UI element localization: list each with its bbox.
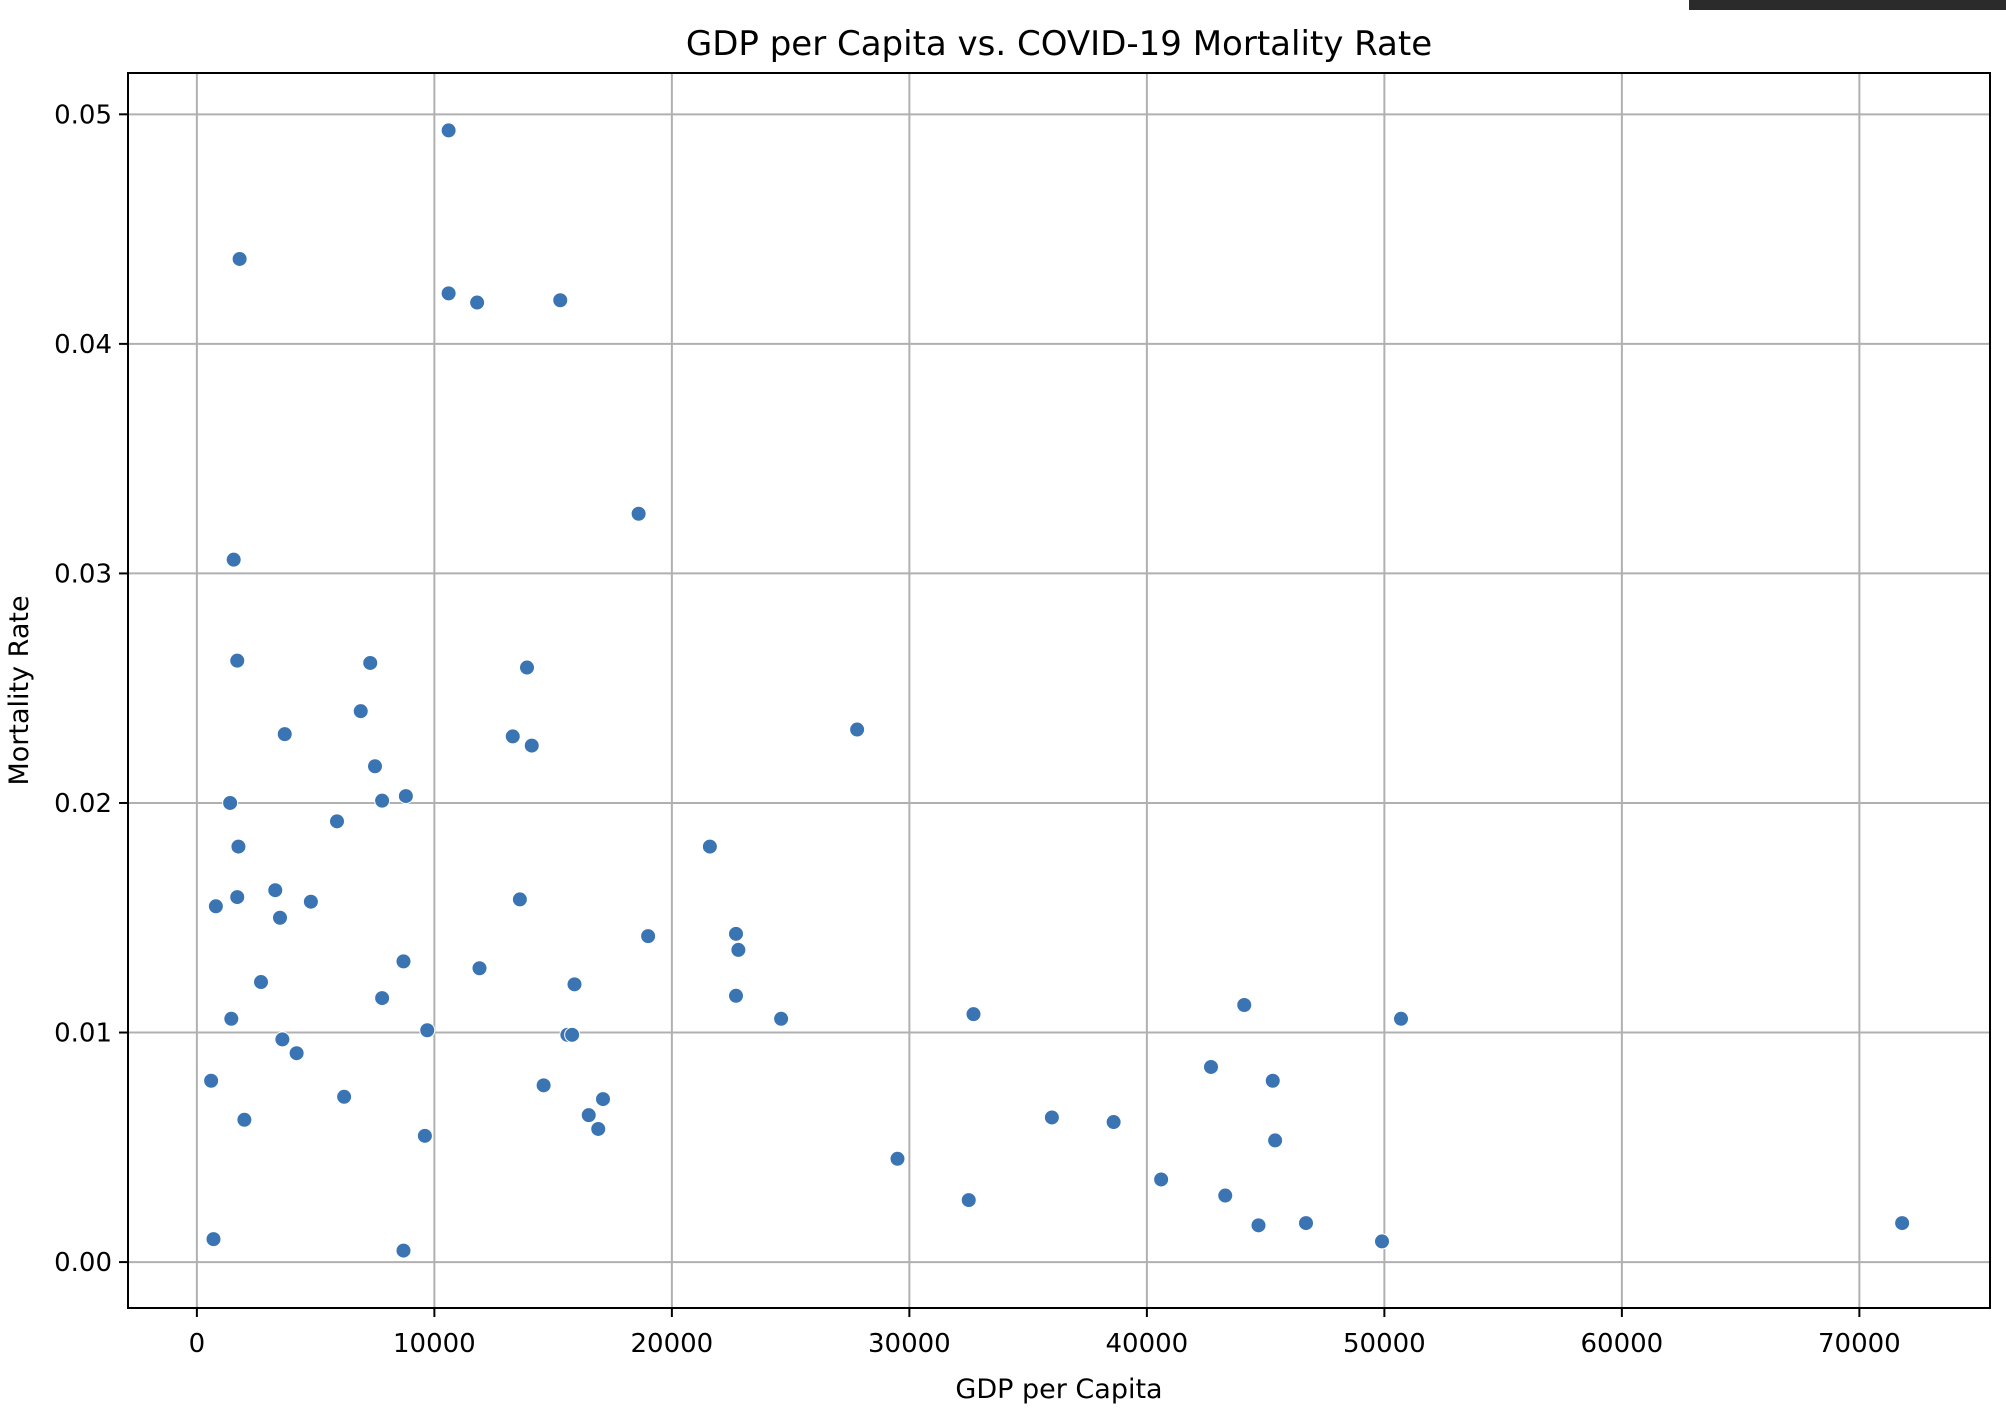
chart-title: GDP per Capita vs. COVID-19 Mortality Ra… — [686, 24, 1432, 64]
data-point — [374, 792, 391, 809]
data-point — [352, 703, 369, 720]
y-tick-label: 0.01 — [54, 1019, 112, 1049]
data-point — [960, 1192, 977, 1209]
data-point — [1250, 1217, 1267, 1234]
y-tick-label: 0.04 — [54, 330, 112, 360]
x-tick-label: 30000 — [868, 1329, 951, 1359]
x-tick-label: 70000 — [1818, 1329, 1901, 1359]
data-point — [225, 551, 242, 568]
data-point — [336, 1088, 353, 1105]
data-point — [471, 960, 488, 977]
data-point — [276, 726, 293, 743]
data-point — [440, 285, 457, 302]
y-tick-label: 0.02 — [54, 789, 112, 819]
data-point — [728, 987, 744, 1004]
data-point — [1298, 1215, 1314, 1232]
data-point — [519, 659, 535, 676]
data-point — [511, 891, 528, 908]
data-point — [229, 889, 246, 906]
data-point — [419, 1022, 436, 1039]
data-point — [523, 737, 540, 754]
data-point — [1105, 1114, 1122, 1131]
data-point — [590, 1120, 607, 1137]
x-tick-label: 60000 — [1581, 1329, 1664, 1359]
data-point — [630, 505, 647, 522]
data-point — [274, 1031, 291, 1048]
data-point — [374, 990, 391, 1007]
data-point — [1203, 1058, 1219, 1075]
x-tick-label: 40000 — [1106, 1329, 1189, 1359]
data-point — [236, 1111, 253, 1128]
x-tick-label: 10000 — [393, 1329, 476, 1359]
x-axis-ticks: 0 10000 20000 30000 40000 50000 60000 70000 — [189, 1308, 1901, 1359]
data-point — [1153, 1171, 1170, 1188]
data-point — [1374, 1233, 1390, 1250]
data-point — [566, 976, 583, 993]
x-axis-label: GDP per Capita — [955, 1374, 1162, 1405]
data-point — [889, 1150, 906, 1167]
data-point — [397, 788, 414, 805]
grid-lines — [128, 73, 1990, 1308]
data-points — [203, 122, 1911, 1259]
data-point — [329, 813, 345, 830]
data-point — [272, 909, 288, 926]
data-point — [595, 1091, 611, 1108]
data-point — [1043, 1109, 1060, 1126]
y-axis-label: Mortality Rate — [4, 595, 35, 785]
data-point — [203, 1072, 220, 1089]
data-point — [773, 1010, 790, 1027]
data-point — [564, 1026, 581, 1043]
data-point — [362, 654, 379, 671]
data-point — [580, 1107, 597, 1124]
data-point — [207, 898, 224, 915]
x-tick-label: 20000 — [631, 1329, 714, 1359]
y-tick-label: 0.00 — [54, 1248, 112, 1278]
data-point — [253, 974, 269, 991]
data-point — [1894, 1215, 1911, 1232]
data-point — [1393, 1010, 1409, 1027]
y-tick-label: 0.05 — [54, 100, 112, 130]
data-point — [1217, 1187, 1234, 1204]
data-point — [267, 882, 284, 899]
x-tick-label: 0 — [189, 1329, 206, 1359]
data-point — [222, 794, 239, 811]
y-tick-label: 0.03 — [54, 559, 112, 589]
data-point — [1267, 1132, 1284, 1149]
data-point — [1264, 1072, 1281, 1089]
data-point — [504, 728, 521, 745]
data-point — [302, 893, 319, 910]
plot-area-frame — [127, 72, 1991, 1309]
data-point — [440, 122, 457, 139]
data-point — [223, 1010, 240, 1027]
data-point — [288, 1045, 305, 1062]
data-point — [469, 294, 486, 311]
data-point — [230, 838, 247, 855]
data-point — [229, 652, 246, 669]
window-top-bar — [1689, 0, 2006, 10]
data-point — [552, 292, 569, 309]
data-point — [849, 721, 866, 738]
data-point — [701, 838, 718, 855]
data-point — [395, 953, 412, 970]
data-point — [965, 1006, 982, 1023]
data-point — [416, 1127, 433, 1144]
data-point — [730, 941, 747, 958]
y-axis-ticks: 0.00 0.01 0.02 0.03 0.04 0.05 — [54, 100, 128, 1278]
x-tick-label: 50000 — [1343, 1329, 1426, 1359]
data-point — [367, 758, 383, 775]
data-point — [1236, 996, 1253, 1013]
data-point — [535, 1077, 552, 1094]
data-point — [231, 250, 248, 267]
data-point — [728, 925, 744, 942]
data-point — [205, 1231, 222, 1248]
data-point — [640, 928, 657, 945]
data-point — [395, 1242, 412, 1259]
